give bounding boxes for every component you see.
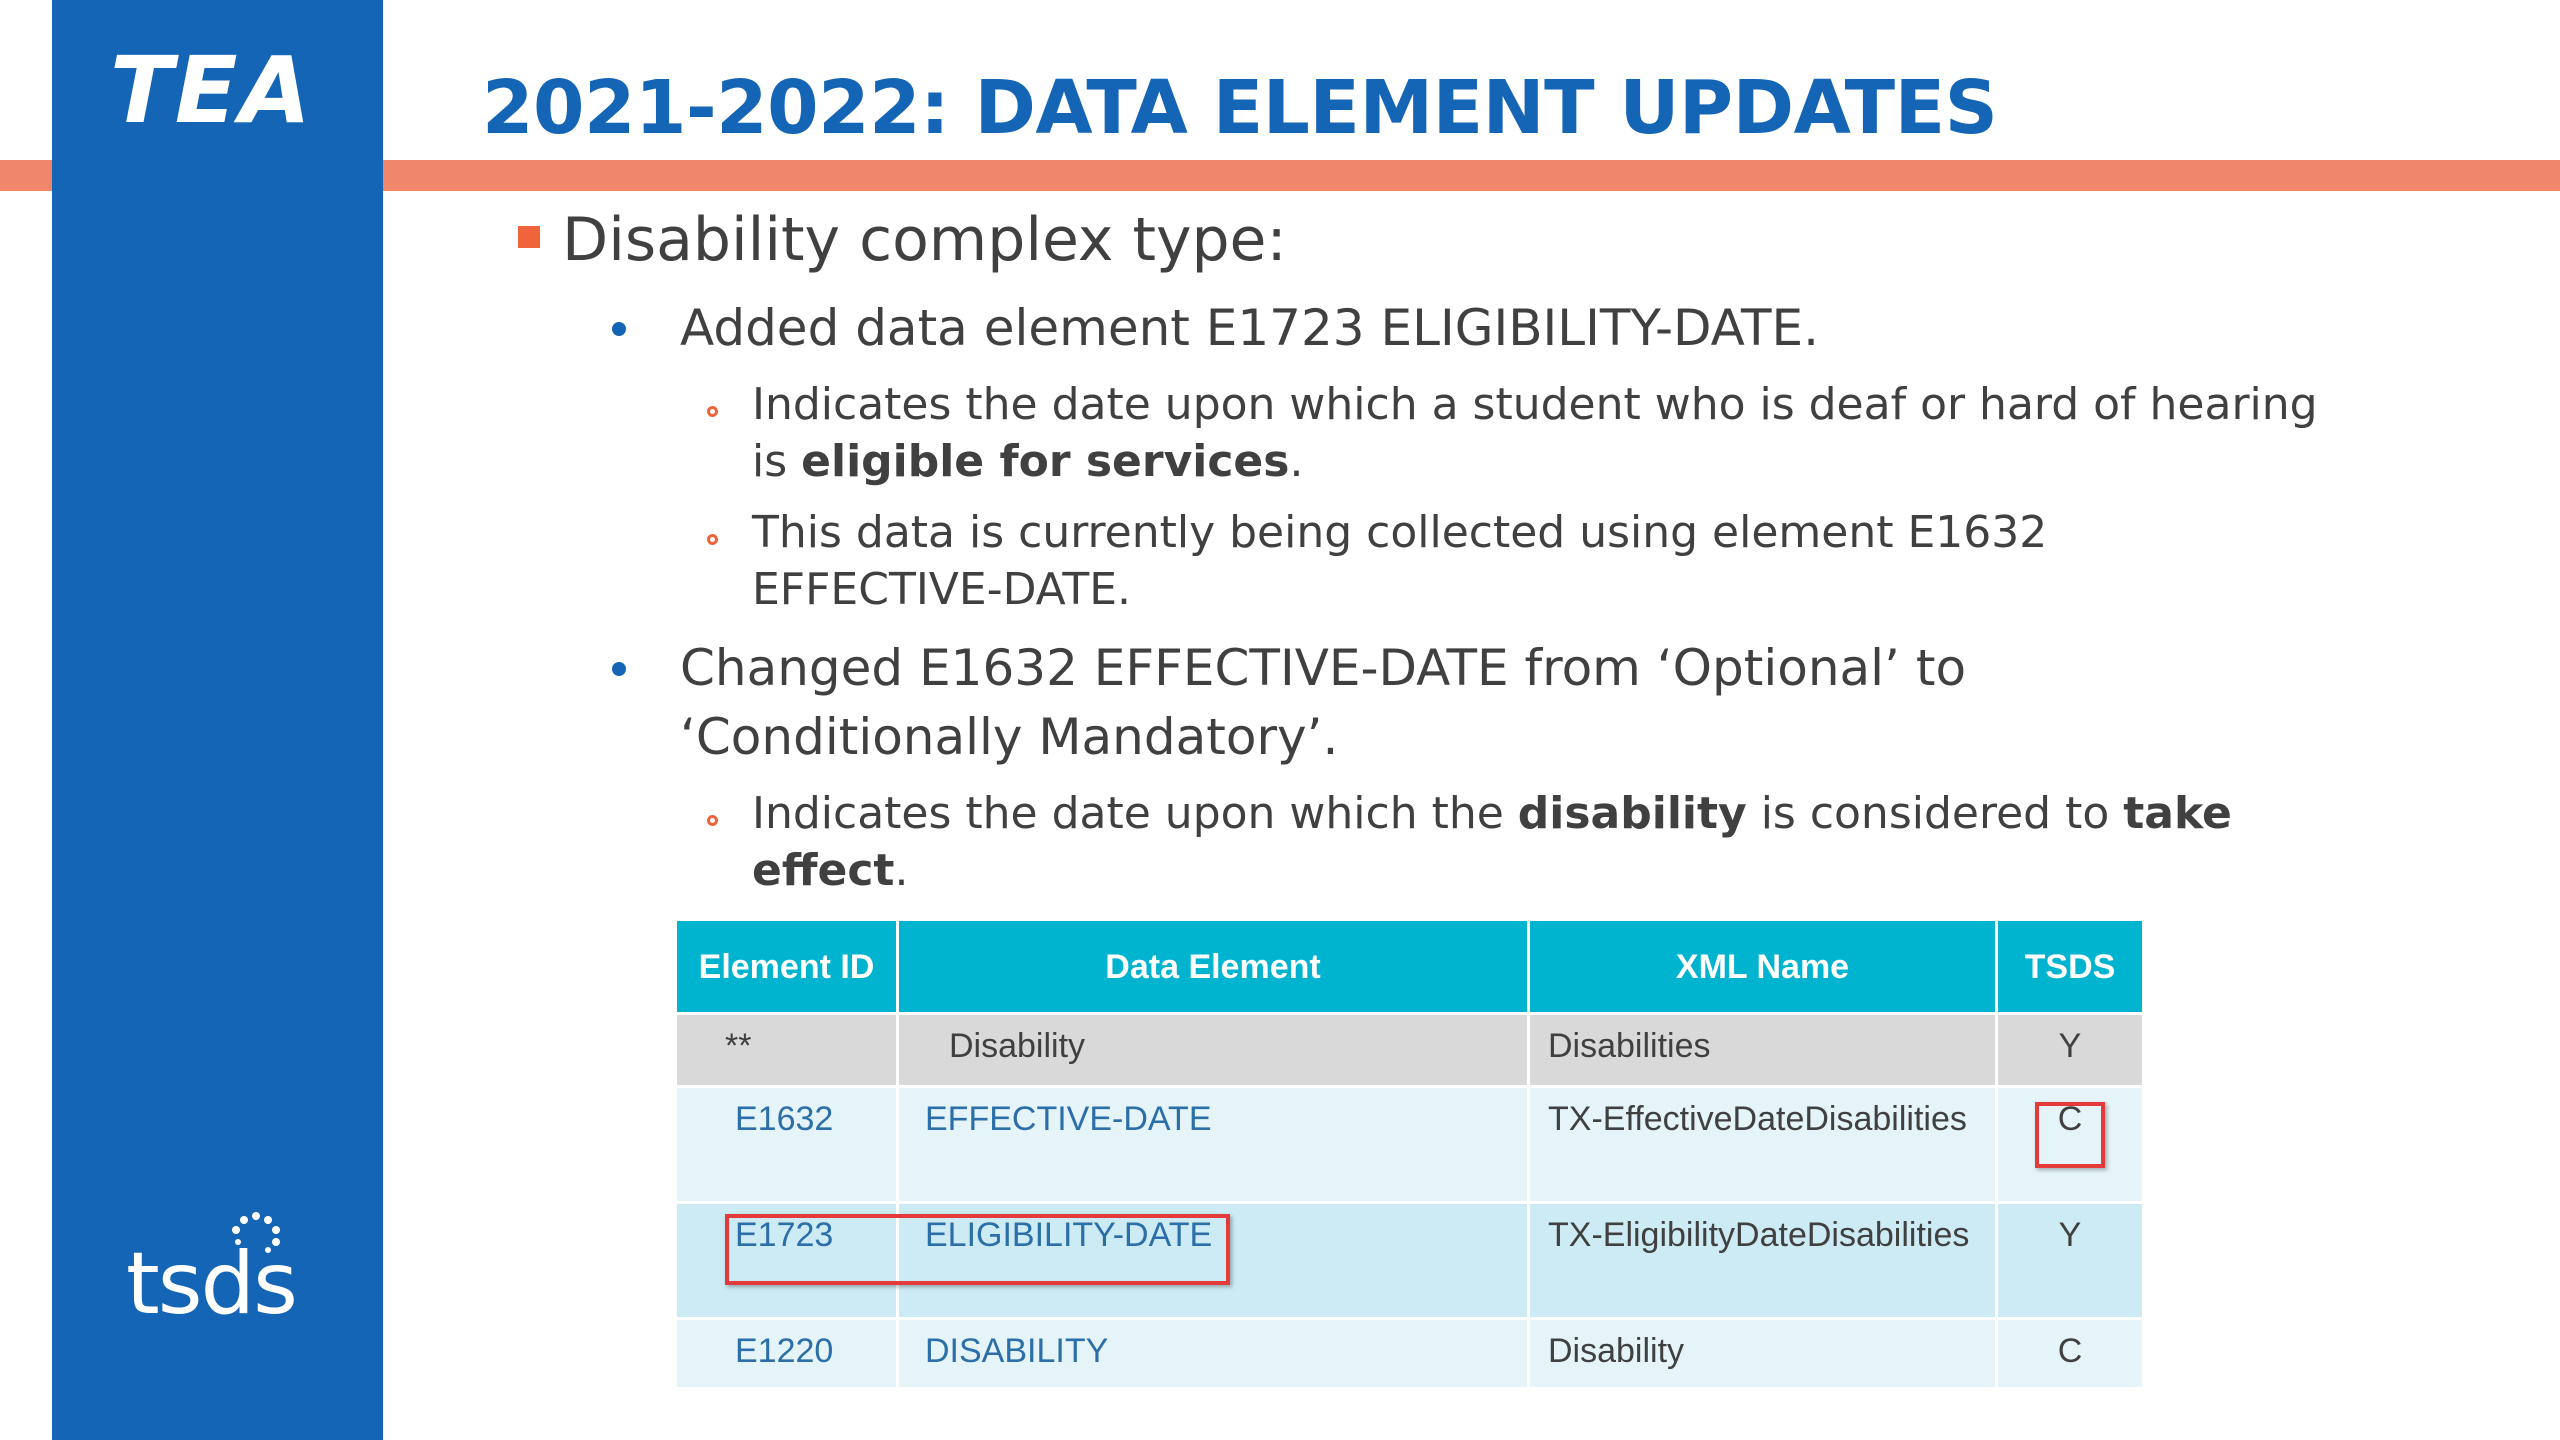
- bullet-changed-element: Changed E1632 EFFECTIVE-DATE from ‘Optio…: [680, 639, 1967, 766]
- table-row: E1632 EFFECTIVE-DATE TX-EffectiveDateDis…: [674, 1085, 2145, 1204]
- cell-data-element: DISABILITY: [896, 1317, 1530, 1390]
- header-element-id: Element ID: [674, 918, 899, 1015]
- table-row: E1723 ELIGIBILITY-DATE TX-EligibilityDat…: [674, 1201, 2145, 1320]
- ring-bullet-icon: [707, 534, 718, 545]
- tea-logo: TEA: [110, 36, 330, 146]
- orange-rule: [0, 160, 2560, 191]
- bullet-added-element: Added data element E1723 ELIGIBILITY-DAT…: [680, 299, 1820, 357]
- tea-logo-text: TEA: [110, 37, 313, 144]
- table-row: ** Disability Disabilities Y: [674, 1012, 2145, 1088]
- point-eligibility-description: Indicates the date upon which a student …: [752, 376, 2352, 490]
- bullet-disability-complex-type: Disability complex type:: [562, 205, 1287, 275]
- point-text: Indicates the date upon which the: [752, 788, 1518, 839]
- cell-tsds: Y: [1995, 1012, 2145, 1088]
- cell-xml-name: TX-EffectiveDateDisabilities: [1527, 1085, 1998, 1204]
- point-text: Indicates the date upon which a student …: [752, 379, 2318, 487]
- ring-bullet-icon: [707, 406, 718, 417]
- data-element-table: Element ID Data Element XML Name TSDS **…: [674, 918, 2145, 1390]
- page-title: 2021-2022: DATA ELEMENT UPDATES: [482, 65, 1998, 151]
- point-disability-effect: Indicates the date upon which the disabi…: [752, 785, 2352, 899]
- cell-xml-name: Disabilities: [1527, 1012, 1998, 1088]
- header-data-element: Data Element: [896, 918, 1530, 1015]
- point-bold-text: take effect: [752, 788, 2232, 896]
- table-header-row: Element ID Data Element XML Name TSDS: [674, 918, 2145, 1015]
- point-text: .: [1289, 436, 1304, 487]
- point-bold-text: disability: [1517, 788, 1747, 839]
- cell-xml-name: Disability: [1527, 1317, 1998, 1390]
- cell-tsds: Y: [1995, 1201, 2145, 1320]
- table-row: E1220 DISABILITY Disability C: [674, 1317, 2145, 1390]
- cell-data-element: EFFECTIVE-DATE: [896, 1085, 1530, 1204]
- tsds-logo: tsds: [126, 1212, 316, 1340]
- dot-bullet-icon: [612, 322, 626, 336]
- cell-element-id: E1220: [674, 1317, 899, 1390]
- ring-bullet-icon: [707, 815, 718, 826]
- cell-data-element: ELIGIBILITY-DATE: [896, 1201, 1530, 1320]
- tsds-logo-text: tsds: [126, 1234, 298, 1334]
- point-currently-collected: This data is currently being collected u…: [752, 507, 2048, 615]
- dot-bullet-icon: [612, 662, 626, 676]
- cell-element-id: **: [674, 1012, 899, 1088]
- left-brand-band: [52, 0, 383, 1440]
- header-tsds: TSDS: [1995, 918, 2145, 1015]
- cell-xml-name: TX-EligibilityDateDisabilities: [1527, 1201, 1998, 1320]
- highlight-box-tsds-c: [2035, 1102, 2105, 1168]
- point-bold-text: eligible for services: [801, 436, 1290, 487]
- cell-element-id: E1723: [674, 1201, 899, 1320]
- point-text: .: [894, 845, 909, 896]
- cell-element-id: E1632: [674, 1085, 899, 1204]
- header-xml-name: XML Name: [1527, 918, 1998, 1015]
- highlight-box-eligibility-date: [725, 1214, 1230, 1285]
- cell-data-element: Disability: [896, 1012, 1530, 1088]
- point-text: is considered to: [1746, 788, 2124, 839]
- cell-tsds: C: [1995, 1317, 2145, 1390]
- tsds-dots-icon: [232, 1212, 280, 1253]
- square-bullet-icon: [518, 226, 540, 248]
